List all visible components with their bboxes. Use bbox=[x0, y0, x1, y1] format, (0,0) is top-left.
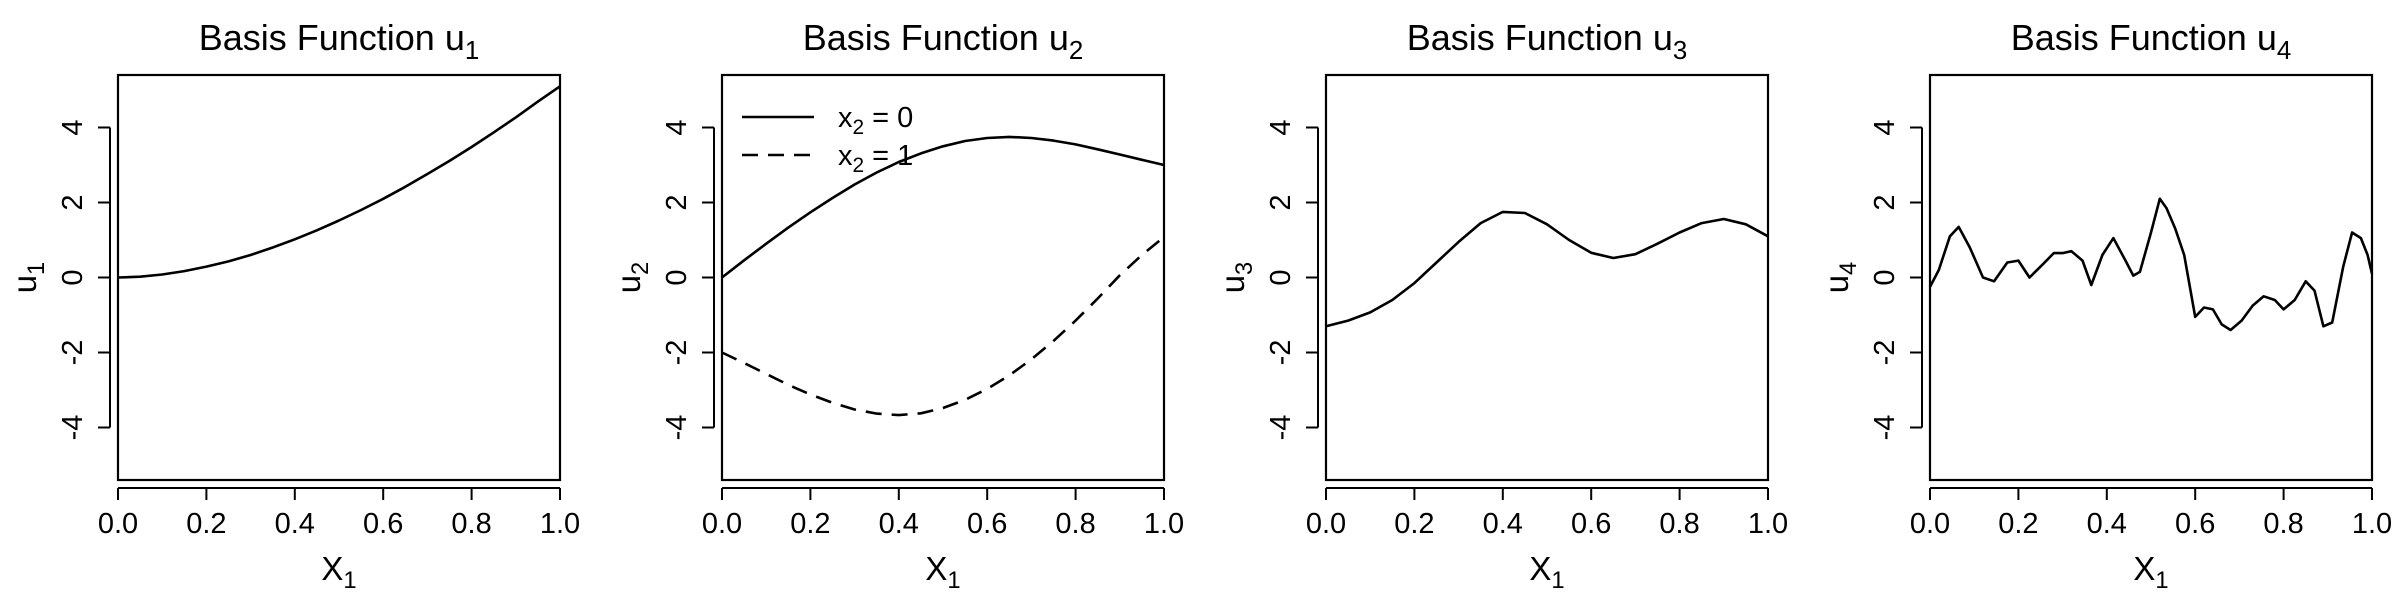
y-tick-label: 4 bbox=[661, 119, 693, 135]
x-tick-label: 0.8 bbox=[1659, 508, 1699, 540]
y-axis-label: u1 bbox=[6, 262, 50, 294]
y-tick-label: -2 bbox=[1265, 340, 1297, 366]
x-tick-label: 0.2 bbox=[1394, 508, 1434, 540]
x-tick-label: 0.2 bbox=[1998, 508, 2038, 540]
x-tick-label: 0.6 bbox=[2175, 508, 2215, 540]
series-line-1 bbox=[1325, 210, 1769, 328]
y-tick-label: 0 bbox=[1869, 269, 1901, 285]
y-tick-label: 4 bbox=[1869, 119, 1901, 135]
plot-frame bbox=[720, 73, 1166, 482]
x-tick-label: 0.8 bbox=[1055, 508, 1095, 540]
legend-label: x2 = 1 bbox=[838, 140, 913, 177]
x-tick-label: 0.6 bbox=[1571, 508, 1611, 540]
x-tick-label: 1.0 bbox=[1748, 508, 1788, 540]
y-tick-label: 4 bbox=[57, 119, 89, 135]
y-tick-label: 2 bbox=[661, 194, 693, 210]
x-axis-label: X1 bbox=[1529, 550, 1564, 594]
series-line-1 bbox=[1928, 197, 2374, 332]
y-tick-label: 2 bbox=[57, 194, 89, 210]
x-axis-label: X1 bbox=[2133, 550, 2168, 594]
y-axis-label: u2 bbox=[610, 262, 654, 294]
plot-frame bbox=[116, 73, 562, 482]
y-axis-label: u4 bbox=[1818, 262, 1862, 294]
y-axis-label: u3 bbox=[1214, 262, 1258, 294]
y-tick-label: 0 bbox=[57, 269, 89, 285]
x-tick-label: 0.0 bbox=[702, 508, 742, 540]
y-tick-label: 2 bbox=[1265, 194, 1297, 210]
chart-title: Basis Function u1 bbox=[199, 17, 480, 65]
y-axis: -4 -2 0 2 4 u2 bbox=[610, 119, 715, 441]
y-axis: -4 -2 0 2 4 u4 bbox=[1818, 119, 1923, 441]
y-tick-label: 4 bbox=[1265, 119, 1297, 135]
series-line-1 bbox=[721, 135, 1165, 279]
y-tick-label: 2 bbox=[1869, 194, 1901, 210]
x-tick-label: 0.4 bbox=[879, 508, 919, 540]
y-tick-label: -2 bbox=[57, 340, 89, 366]
x-axis: 0.0 0.2 0.4 0.6 0.8 1.0 X1 bbox=[98, 487, 580, 594]
x-tick-label: 0.2 bbox=[790, 508, 830, 540]
x-tick-label: 0.8 bbox=[2263, 508, 2303, 540]
plot-frame bbox=[1324, 73, 1770, 482]
y-tick-label: -2 bbox=[661, 340, 693, 366]
y-tick-label: -4 bbox=[1265, 415, 1297, 441]
x-tick-label: 0.8 bbox=[451, 508, 491, 540]
x-tick-label: 0.6 bbox=[363, 508, 403, 540]
x-tick-label: 0.4 bbox=[275, 508, 315, 540]
chart-panel-1: Basis Function u10.0 0.2 0.4 0.6 0.8 1.0X1-4-… bbox=[6, 17, 580, 594]
y-tick-label: -4 bbox=[661, 415, 693, 441]
x-tick-label: 0.4 bbox=[2087, 508, 2127, 540]
x-tick-label: 1.0 bbox=[540, 508, 580, 540]
chart-panel-2: Basis Function u20.0 0.2 0.4 0.6 0.8 1.0X1-4-… bbox=[610, 17, 1184, 594]
chart-title: Basis Function u2 bbox=[803, 17, 1084, 65]
chart-panel-3: Basis Function u30.0 0.2 0.4 0.6 0.8 1.0X1-4-… bbox=[1214, 17, 1788, 594]
series-line-1 bbox=[117, 85, 561, 279]
x-axis: 0.0 0.2 0.4 0.6 0.8 1.0 X1 bbox=[702, 487, 1184, 594]
x-tick-label: 0.6 bbox=[967, 508, 1007, 540]
y-tick-label: -4 bbox=[57, 415, 89, 441]
legend: x2 = 0x2 = 1 bbox=[742, 102, 913, 177]
x-axis: 0.0 0.2 0.4 0.6 0.8 1.0 X1 bbox=[1306, 487, 1788, 594]
x-tick-label: 0.0 bbox=[98, 508, 138, 540]
x-axis-label: X1 bbox=[321, 550, 356, 594]
y-tick-label: -2 bbox=[1869, 340, 1901, 366]
x-axis: 0.0 0.2 0.4 0.6 0.8 1.0 X1 bbox=[1910, 487, 2392, 594]
x-tick-label: 0.0 bbox=[1306, 508, 1346, 540]
chart-title: Basis Function u4 bbox=[2011, 17, 2292, 65]
y-tick-label: 0 bbox=[661, 269, 693, 285]
y-tick-label: -4 bbox=[1869, 415, 1901, 441]
x-tick-label: 1.0 bbox=[1144, 508, 1184, 540]
series-line-2 bbox=[721, 235, 1165, 417]
x-tick-label: 0.2 bbox=[186, 508, 226, 540]
x-tick-label: 0.0 bbox=[1910, 508, 1950, 540]
x-tick-label: 0.4 bbox=[1483, 508, 1523, 540]
plot-frame bbox=[1928, 73, 2374, 482]
y-tick-label: 0 bbox=[1265, 269, 1297, 285]
y-axis: -4 -2 0 2 4 u3 bbox=[1214, 119, 1319, 441]
x-tick-label: 1.0 bbox=[2352, 508, 2392, 540]
chart-panel-4: Basis Function u40.0 0.2 0.4 0.6 0.8 1.0X1-4-… bbox=[1818, 17, 2392, 594]
y-axis: -4 -2 0 2 4 u1 bbox=[6, 119, 111, 441]
x-axis-label: X1 bbox=[925, 550, 960, 594]
chart-title: Basis Function u3 bbox=[1407, 17, 1688, 65]
legend-label: x2 = 0 bbox=[838, 102, 913, 139]
